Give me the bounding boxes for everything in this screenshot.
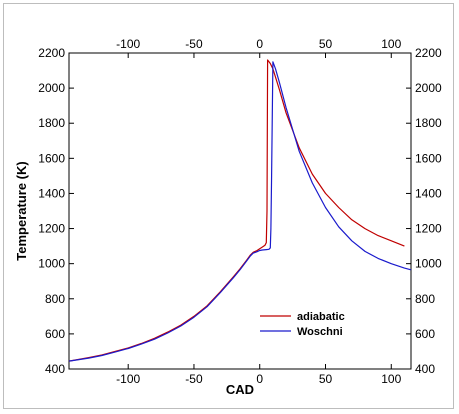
y-tick-label-left: 800 [45, 292, 65, 306]
plot-area [68, 52, 412, 370]
y-tick-label-right: 1800 [415, 116, 442, 130]
x-tick-label-bottom: 50 [319, 372, 333, 386]
y-tick-label-right: 600 [415, 327, 435, 341]
x-tick-label-top: 100 [381, 37, 401, 51]
series-line-adiabatic [68, 59, 405, 362]
axis-tick-labels: -100 -100 -50 -50 0 0 50 50 100 100 400 400 600 600 80… [38, 37, 442, 386]
x-tick-label-top: 0 [256, 37, 263, 51]
x-tick-label-bottom: 100 [381, 372, 401, 386]
x-tick-label-bottom: -50 [185, 372, 203, 386]
y-tick-label-left: 1600 [38, 151, 65, 165]
y-axis-title: Temperature (K) [14, 161, 29, 260]
y-tick-label-right: 2000 [415, 81, 442, 95]
legend-label-adiabatic: adiabatic [297, 311, 345, 323]
x-tick-label-top: -50 [185, 37, 203, 51]
chart-frame [3, 3, 454, 409]
x-tick-label-top: 50 [319, 37, 333, 51]
y-tick-label-right: 1400 [415, 186, 442, 200]
x-tick-label-bottom: 0 [256, 372, 263, 386]
x-tick-label-bottom: -100 [116, 372, 140, 386]
y-tick-label-right: 400 [415, 362, 435, 376]
y-tick-label-right: 1600 [415, 151, 442, 165]
legend-label-woschni: Woschni [297, 326, 343, 338]
y-tick-label-right: 800 [415, 292, 435, 306]
series-line-woschni [68, 61, 412, 362]
y-tick-label-left: 2200 [38, 46, 65, 60]
x-axis-title: CAD [226, 382, 254, 397]
legend: adiabatic Woschni [260, 311, 345, 338]
y-tick-label-left: 1800 [38, 116, 65, 130]
axis-ticks [69, 52, 411, 370]
y-tick-label-right: 1200 [415, 222, 442, 236]
y-tick-label-right: 1000 [415, 257, 442, 271]
x-tick-label-top: -100 [116, 37, 140, 51]
series-lines [68, 59, 412, 362]
y-tick-label-left: 2000 [38, 81, 65, 95]
y-tick-label-left: 600 [45, 327, 65, 341]
y-tick-label-left: 1000 [38, 257, 65, 271]
y-tick-label-left: 1400 [38, 186, 65, 200]
y-tick-label-left: 1200 [38, 222, 65, 236]
y-tick-label-left: 400 [45, 362, 65, 376]
y-tick-label-right: 2200 [415, 46, 442, 60]
